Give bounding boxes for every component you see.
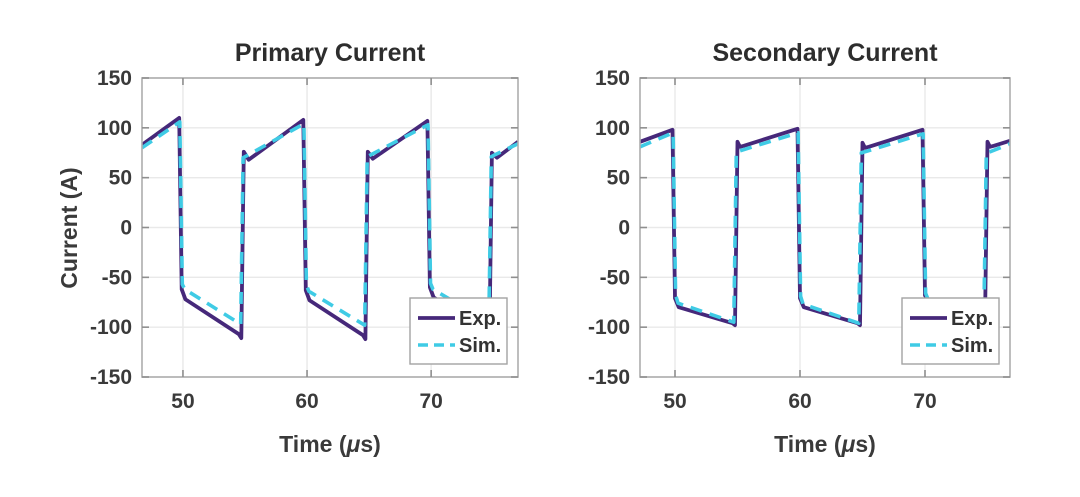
sim-line [142, 120, 518, 327]
legend: Exp. Sim. [901, 297, 1000, 365]
y-tick-label: 150 [595, 67, 630, 90]
legend-label: Exp. [459, 308, 501, 330]
y-tick-label: 50 [109, 167, 132, 190]
x-tick-label: 50 [171, 390, 194, 413]
x-axis-label: Time (μs) [774, 431, 876, 457]
primary-chart-title: Primary Current [234, 39, 426, 67]
y-tick-label: -150 [588, 366, 630, 389]
y-tick-label: -50 [600, 266, 630, 289]
primary-current-chart: 50 60 70 150 100 50 0 -50 -100 -150 Time (μs) Exp. S… [90, 67, 519, 457]
legend-box [409, 297, 508, 365]
y-tick-label: 50 [607, 167, 630, 190]
y-tick-label: 0 [618, 217, 630, 240]
y-tick-label: -100 [588, 316, 630, 339]
x-axis-label: Time (μs) [279, 431, 381, 457]
current-y-axis-label: Current (A) [56, 167, 82, 289]
x-tick-label: 60 [295, 390, 318, 413]
x-tick-label: 70 [419, 390, 442, 413]
y-tick-label: 0 [120, 217, 132, 240]
secondary-current-chart: 50 60 70 150 100 50 0 -50 -100 -150 Time (μs) Exp. S… [588, 67, 1011, 457]
legend-box [901, 297, 1000, 365]
y-tick-label: 100 [97, 117, 132, 140]
legend: Exp. Sim. [409, 297, 508, 365]
legend-label: Sim. [951, 335, 993, 357]
y-tick-label: 100 [595, 117, 630, 140]
y-tick-label: 150 [97, 67, 132, 90]
y-tick-label: -50 [102, 266, 132, 289]
y-tick-label: -150 [90, 366, 132, 389]
x-tick-label: 70 [913, 390, 936, 413]
legend-label: Sim. [459, 335, 501, 357]
x-tick-label: 50 [663, 390, 686, 413]
x-tick-label: 60 [788, 390, 811, 413]
legend-label: Exp. [951, 308, 993, 330]
y-tick-label: -100 [90, 316, 132, 339]
secondary-chart-title: Secondary Current [712, 39, 938, 67]
